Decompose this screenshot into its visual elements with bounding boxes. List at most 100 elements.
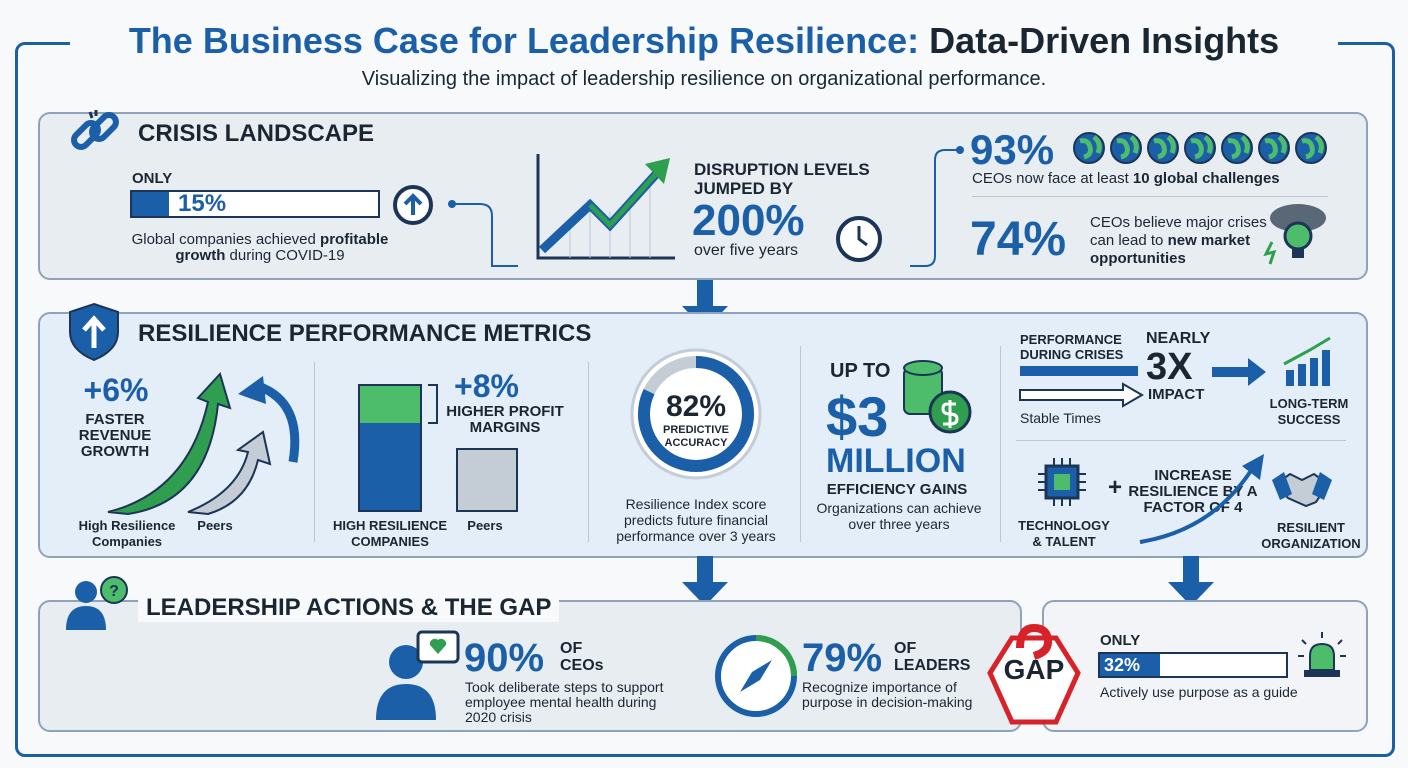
stat: 79% [802,636,883,680]
progress-fill [132,192,169,216]
divider [1016,440,1346,441]
caption-bold: profitable growth [175,231,389,264]
brace [428,384,438,424]
handshake-icon [1272,472,1332,508]
stat: $3 [826,385,889,448]
note: Took deliberate steps to support employe… [465,679,664,725]
unit: OF CEOs [560,640,604,674]
result: LONG-TERM SUCCESS [1269,396,1349,427]
caption: IMPACT [1148,386,1205,403]
compass-icon [715,635,797,717]
stat: 82% [665,390,727,423]
svg-text:?: ? [109,583,119,600]
globe-icons [1073,132,1327,164]
stat: 32% [1104,655,1141,675]
growth-arrows [107,372,300,516]
note: Resilience Index score predicts future f… [616,496,776,544]
bar-high [358,384,422,512]
caption-text: CEOs now face at least [972,170,1133,187]
progress-fill [1100,654,1160,676]
globe [1258,132,1290,164]
progress-bar [1098,652,1288,678]
coins-icon [903,360,972,434]
divider [588,362,589,542]
bar-icon [1283,336,1331,386]
caption: INCREASE RESILIENCE BY A FACTOR OF 4 [1128,467,1258,516]
caption: FASTER REVENUE GROWTH [78,411,152,460]
leader-icon: ? [66,576,128,630]
note: Actively use purpose as a guide [1100,684,1298,700]
shield-icon [69,302,119,362]
globe [1295,132,1327,164]
prefix: ONLY [132,170,173,187]
note: Recognize importance of purpose in decis… [802,679,973,710]
person-icon [376,630,460,720]
prefix: UP TO [830,360,891,382]
stat: 200% [692,196,805,245]
caption-text: Global companies achieved [131,231,321,248]
stat: 3X [1146,346,1193,388]
unit: MILLION [826,442,966,480]
caption: PREDICTIVE ACCURACY [662,424,729,449]
up-icon [393,185,433,225]
title-dark: Data-Driven Insights [929,20,1280,61]
caption-text: CEOs believe major crises can lead to [1090,214,1267,249]
section-heading: CRISIS LANDSCAPE [138,120,375,147]
divider [800,346,801,542]
donut-arc [638,356,754,472]
section-heading: LEADERSHIP ACTIONS & THE GAP [138,594,560,622]
stat: 90% [464,636,545,680]
caption: CEOs now face at least 10 global challen… [972,170,1280,187]
globe [1184,132,1216,164]
curve-arrow [1139,454,1264,544]
globe [1073,132,1105,164]
caption: over five years [694,242,799,259]
arrow-right [1212,358,1266,386]
alarm-icon [1298,632,1346,677]
caption-text: during COVID-19 [225,247,345,264]
unit: OF LEADERS [894,640,971,674]
label: Stable Times [1020,410,1101,426]
chip-icon [1038,458,1086,506]
label: PERFORMANCE DURING CRISES [1020,332,1124,362]
stat: +8% [454,368,519,404]
prefix: ONLY [1100,632,1141,649]
bar-label: Peers [467,518,503,533]
plus: + [1108,474,1123,501]
caption: CEOs believe major crises can lead to ne… [1090,214,1270,268]
link-icon [71,110,119,150]
arrow-down [1168,556,1214,606]
globe [1110,132,1142,164]
title: The Business Case for Leadership Resilie… [70,20,1338,62]
title-blue: The Business Case for Leadership Resilie… [128,20,920,61]
connectors [448,146,964,267]
bar-label: HIGH RESILIENCE COMPANIES [332,518,448,549]
caption-bold: new market opportunities [1090,232,1251,267]
caption-bold: 10 global challenges [1132,170,1280,187]
divider [1000,346,1001,542]
clock-icon [836,216,882,262]
caption: EFFICIENCY GAINS [826,481,968,498]
globe [1221,132,1253,164]
divider [314,362,315,542]
caption: HIGHER PROFIT MARGINS [446,403,564,436]
result: RESILIENT ORGANIZATION [1261,520,1361,551]
input: TECHNOLOGY & TALENT [1018,518,1110,549]
progress-bar [130,190,380,218]
bar-label: Peers [197,518,233,533]
divider [972,196,1328,197]
stat: 93% [970,126,1055,173]
compare-arrows [1019,366,1144,408]
stat: +6% [83,372,149,408]
lead: DISRUPTION LEVELS JUMPED BY [694,160,870,198]
idea-icon [1263,204,1326,265]
stat: 15% [178,190,227,217]
globe [1147,132,1179,164]
stat: 74% [970,213,1067,266]
subtitle: Visualizing the impact of leadership res… [361,68,1047,90]
bar-label: High Resilience Companies [78,518,176,549]
note: Organizations can achieve over three yea… [816,500,982,532]
gap-badge [987,623,1081,725]
arrow-down [682,556,728,606]
